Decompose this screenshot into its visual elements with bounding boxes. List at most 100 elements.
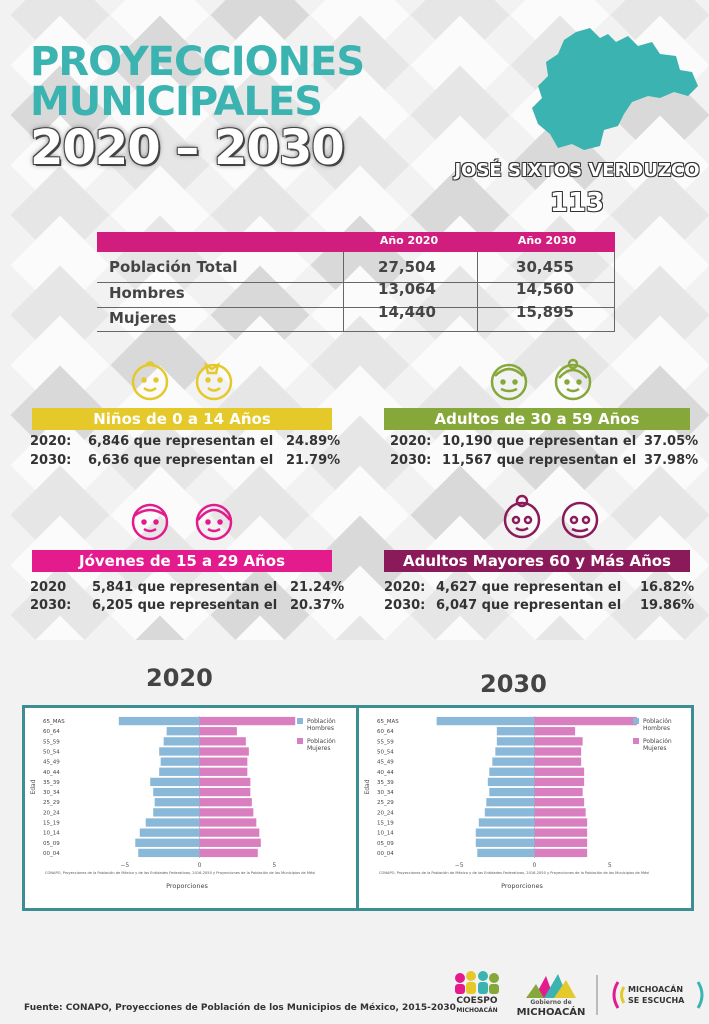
stat-year: 2020: <box>384 580 426 595</box>
stat-ninos-2030: 2030: 6,636 que representan el 21.79% <box>30 453 340 468</box>
youth-faces-icon <box>131 503 233 541</box>
value-2020: 14,440 <box>378 303 436 321</box>
bar-hombres <box>475 838 535 847</box>
bar-hombres <box>496 737 535 746</box>
y-tick-label: 45_49 <box>377 760 394 766</box>
stat-ninos-2020: 2020: 6,846 que representan el 24.89% <box>30 434 340 449</box>
stat-count: 6,636 que representan el <box>88 453 274 468</box>
gobierno-subtext: MICHOACÁN <box>516 1007 586 1018</box>
coespo-figures-icon <box>455 971 499 994</box>
table-row-mujeres: Mujeres 14,440 15,895 <box>97 303 615 333</box>
bar-mujeres <box>199 808 254 817</box>
bar-mujeres <box>534 828 588 837</box>
y-tick-label: 40_44 <box>43 770 60 776</box>
stat-count: 6,846 que representan el <box>88 434 274 449</box>
bar-mujeres <box>534 767 585 776</box>
y-tick-label: 15_19 <box>377 821 394 827</box>
stat-year: 2020: <box>390 434 432 449</box>
bar-mujeres <box>199 767 248 776</box>
y-tick-label: 30_34 <box>43 790 60 796</box>
bar-mujeres <box>534 848 588 858</box>
adult-faces-icon <box>490 358 592 401</box>
bar-mujeres <box>534 727 576 736</box>
y-tick-label: 00_04 <box>377 851 394 857</box>
bar-hombres <box>150 777 200 787</box>
bar-mujeres <box>199 787 251 797</box>
bar-mujeres <box>534 787 583 797</box>
bar-mujeres <box>534 798 585 807</box>
bar-mujeres <box>199 737 246 746</box>
stat-year: 2030: <box>30 453 72 468</box>
y-tick-label: 10_14 <box>43 831 60 837</box>
bar-mujeres <box>534 757 582 766</box>
value-2030: 15,895 <box>516 303 574 321</box>
y-tick-label: 65_MAS <box>377 719 399 725</box>
legend-label: Población <box>307 718 336 725</box>
bar-hombres <box>159 767 200 776</box>
row-label: Mujeres <box>109 309 177 327</box>
row-label: Población Total <box>109 258 238 276</box>
stat-pct: 37.05% <box>644 434 699 449</box>
coespo-logo: COESPO MICHOACÁN <box>452 970 502 1020</box>
stat-jovenes-2030: 2030: 6,205 que representan el 20.37% <box>30 598 344 613</box>
x-tick-label: 0 <box>533 862 537 869</box>
x-tick-label: 0 <box>198 862 202 869</box>
x-tick-label: 5 <box>608 862 612 869</box>
legend-swatch <box>633 718 639 724</box>
bar-mujeres <box>534 737 583 746</box>
escucha-text-2: SE ESCUCHA <box>628 996 685 1005</box>
bar-mujeres <box>199 716 296 726</box>
municipality-map-icon <box>532 28 698 150</box>
x-tick-label: −5 <box>455 862 464 869</box>
stat-pct: 21.24% <box>290 580 345 595</box>
y-tick-label: 30_34 <box>377 790 394 796</box>
chart-heading-2030: 2030 <box>480 670 547 698</box>
y-tick-label: 05_09 <box>43 841 60 847</box>
legend-label: Hombres <box>643 725 670 732</box>
table-row-total: Población Total 27,504 30,455 <box>97 258 615 282</box>
bar-mujeres <box>199 798 252 807</box>
value-2030: 14,560 <box>516 280 574 298</box>
y-tick-label: 40_44 <box>377 770 394 776</box>
bar-hombres <box>489 767 535 776</box>
logo-divider <box>596 975 598 1015</box>
legend-label: Población <box>643 738 672 745</box>
y-tick-label: 50_54 <box>377 750 394 756</box>
bar-hombres <box>492 757 535 766</box>
y-tick-label: 25_29 <box>377 800 394 806</box>
chart-source-note: CONAPO, Proyecciones de la Población de … <box>379 871 649 875</box>
stat-pct: 20.37% <box>290 598 345 613</box>
bar-hombres <box>145 818 200 827</box>
population-table: Año 2020 Año 2030 Población Total 27,504… <box>97 232 615 332</box>
stat-count: 4,627 que representan el <box>436 580 622 595</box>
bar-hombres <box>153 808 200 817</box>
y-tick-label: 15_19 <box>43 821 60 827</box>
population-pyramid-2020: −5 0 5 00_04 05_09 10_14 15_19 20_24 25_29 30_34 3… <box>30 716 336 890</box>
coespo-subtext: MICHOACÁN <box>456 1007 498 1014</box>
bar-hombres <box>135 838 200 847</box>
y-tick-label: 00_04 <box>43 851 60 857</box>
bar-mujeres <box>534 818 588 827</box>
elderly-faces-icon <box>503 494 599 539</box>
x-axis-label: Proporciones <box>501 882 543 890</box>
banner-ninos: Niños de 0 a 14 Años <box>32 408 332 430</box>
bar-hombres <box>478 818 535 827</box>
chart-heading-2020: 2020 <box>146 664 213 692</box>
y-tick-label: 50_54 <box>43 750 60 756</box>
municipality-name: JOSÉ SIXTOS VERDUZCO <box>454 160 700 181</box>
title-line-2: MUNICIPALES <box>30 79 323 125</box>
bar-mujeres <box>199 777 251 787</box>
table-header <box>97 232 615 252</box>
x-tick-label: −5 <box>120 862 129 869</box>
escucha-text-1: MICHOACÁN <box>628 985 684 994</box>
bar-hombres <box>495 747 535 756</box>
bar-mujeres <box>199 848 258 858</box>
stat-count: 6,047 que representan el <box>436 598 622 613</box>
bar-hombres <box>484 808 535 817</box>
stat-mayores-2030: 2030: 6,047 que representan el 19.86% <box>384 598 694 613</box>
bar-hombres <box>118 716 200 726</box>
child-faces-icon <box>131 361 233 401</box>
bar-hombres <box>486 798 535 807</box>
legend-label: Mujeres <box>643 745 667 752</box>
stat-pct: 16.82% <box>640 580 695 595</box>
